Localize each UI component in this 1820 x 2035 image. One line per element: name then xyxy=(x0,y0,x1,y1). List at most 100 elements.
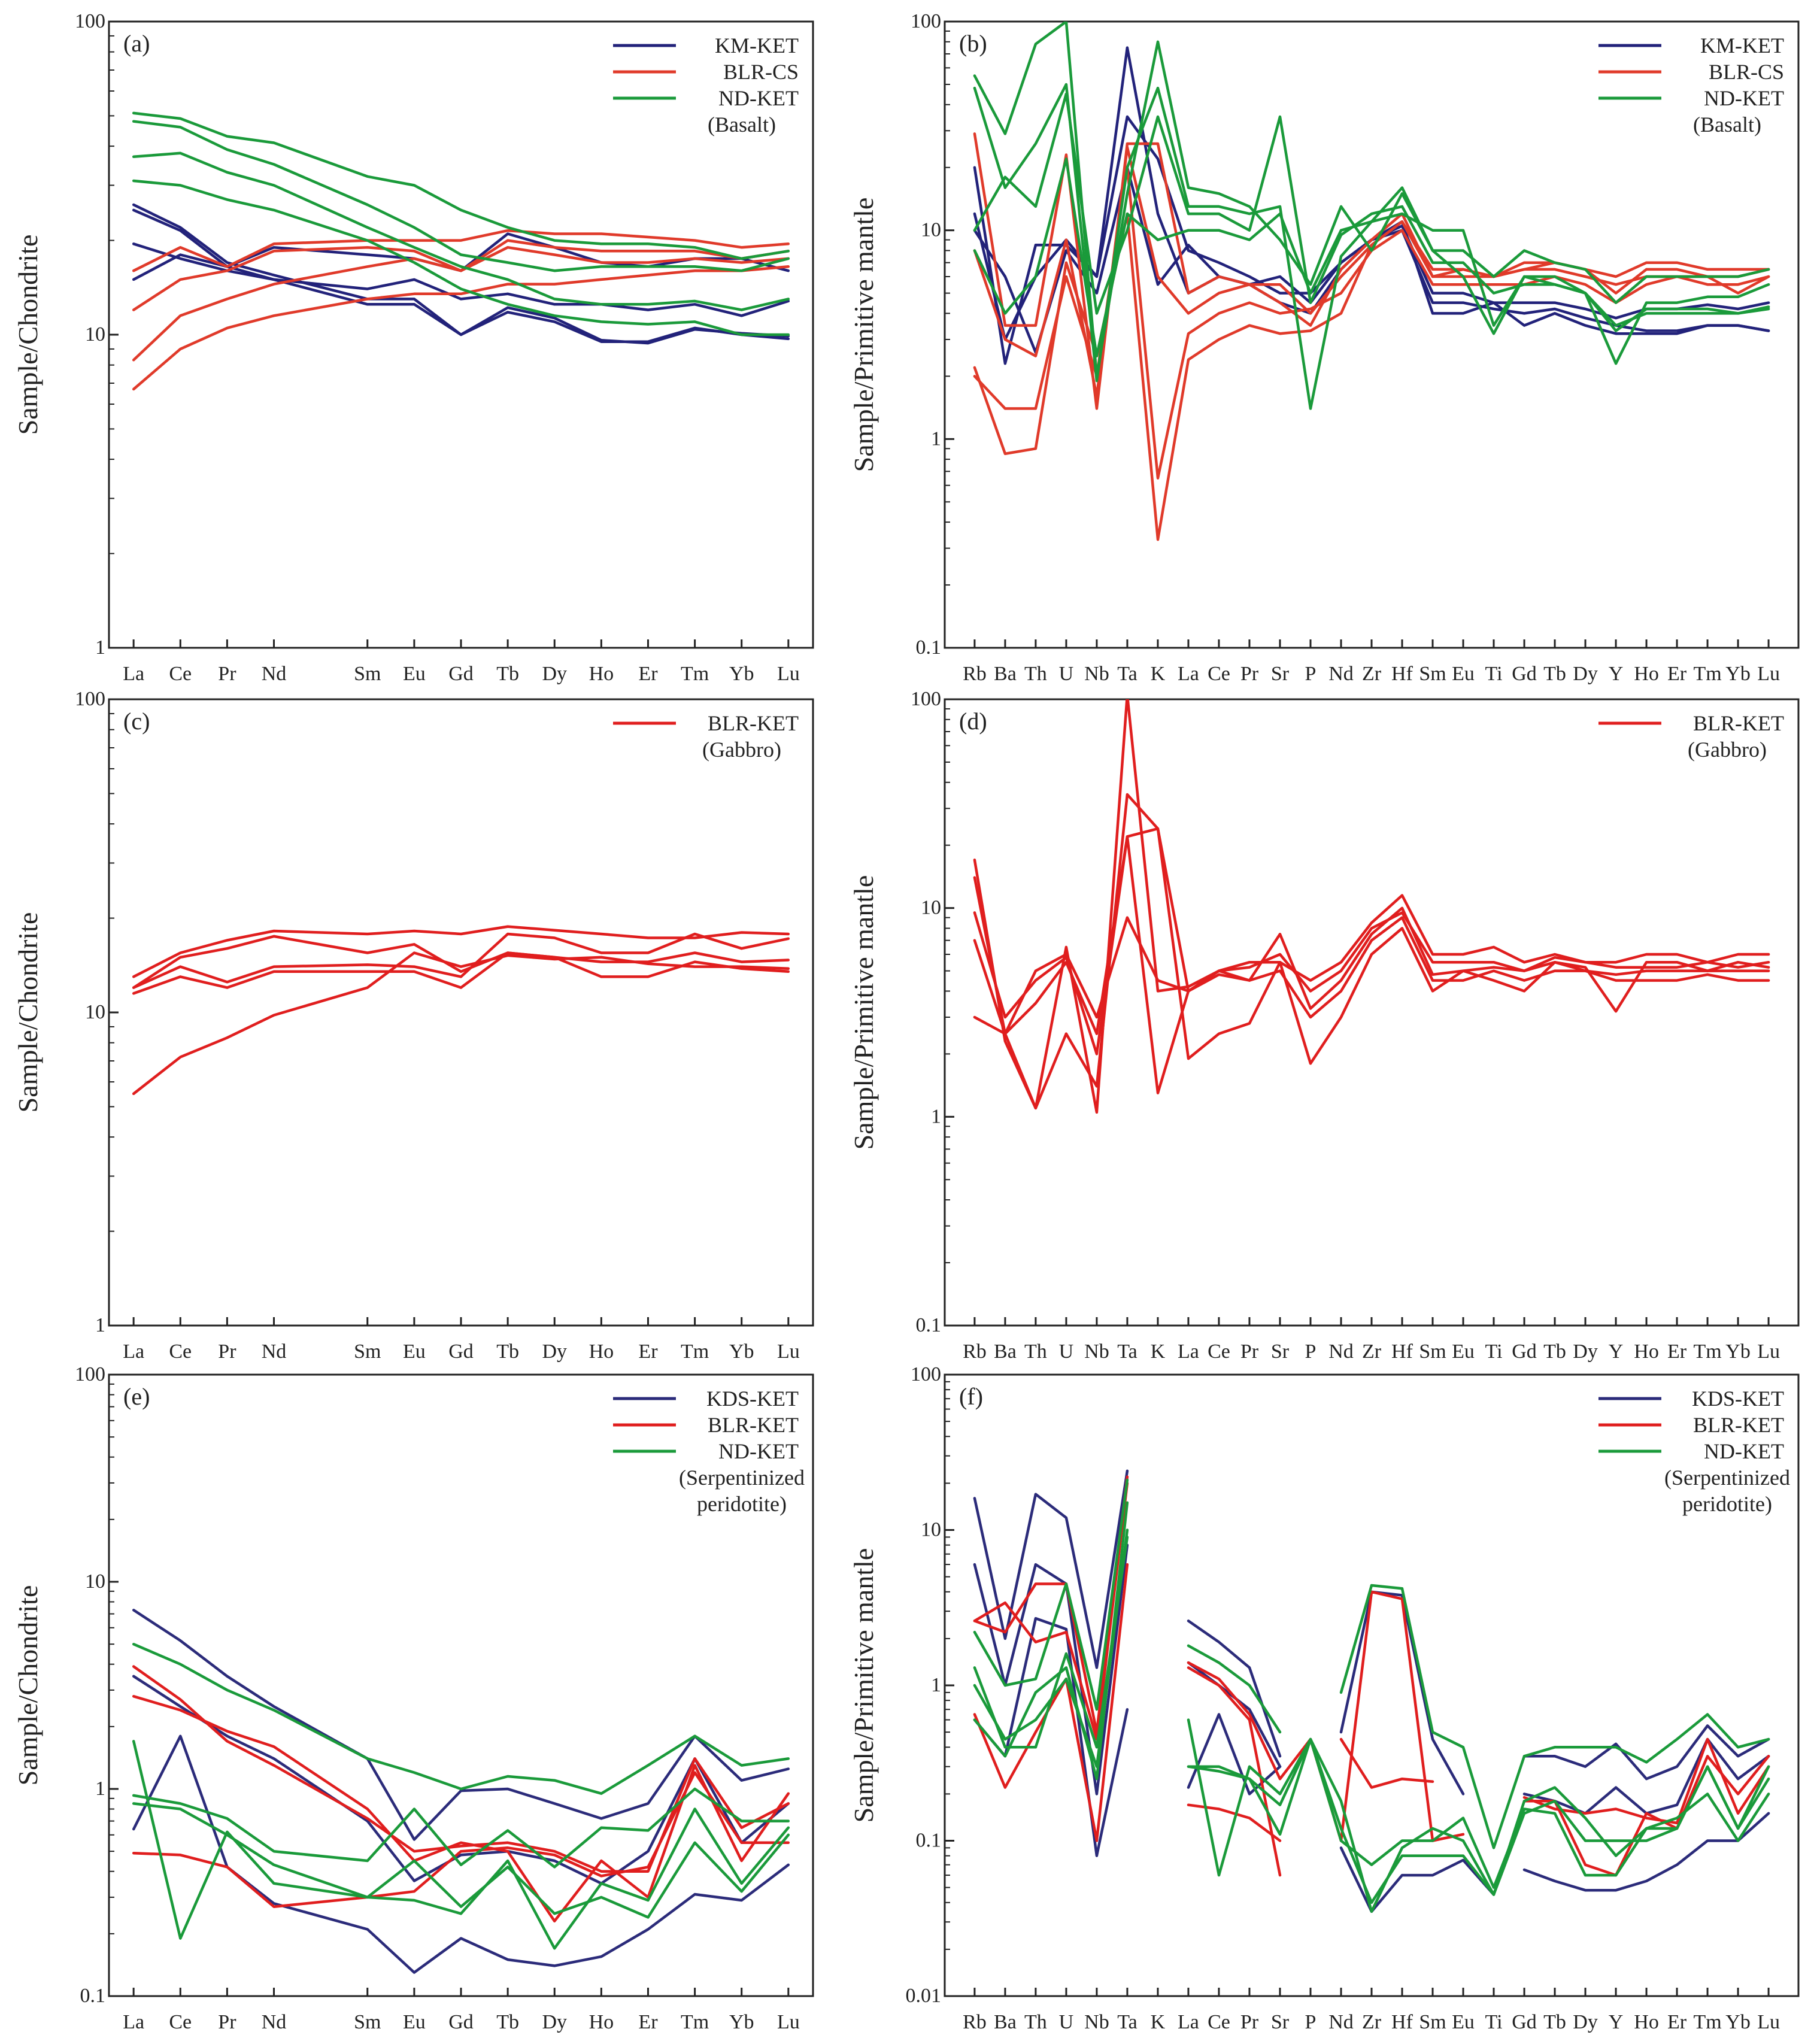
x-tick-label: P xyxy=(1305,1341,1317,1363)
y-tick-label: 100 xyxy=(911,1363,941,1385)
x-tick-label: Ta xyxy=(1117,2011,1138,2033)
series-line-blr-ket xyxy=(132,1695,790,1923)
series-group xyxy=(973,699,1770,1114)
panel-f: 100 10 1 0.1 0.01 Rb Ba Th U Nb Ta K La Ce Pr Sr P Nd Zr Hf… xyxy=(848,1363,1800,2033)
x-tick-label: Hf xyxy=(1391,663,1413,685)
x-tick-label: Hf xyxy=(1391,1341,1413,1363)
series-line-kds-ket xyxy=(132,1609,790,1841)
series-line-blr-ket xyxy=(1522,1737,1770,1825)
series-line-nd-ket xyxy=(973,22,1770,378)
series-line-kds-ket xyxy=(1339,1846,1496,1913)
x-tick-label: Ho xyxy=(1634,663,1659,685)
x-tick-label: K xyxy=(1151,1341,1166,1363)
y-tick-label: 10 xyxy=(921,219,941,241)
x-tick-label: Eu xyxy=(1452,663,1475,685)
x-tick-label: La xyxy=(123,2011,144,2033)
panel-tag: (f) xyxy=(959,1383,983,1410)
series-line-blr-ket xyxy=(132,951,790,995)
series-line-blr-ket xyxy=(132,925,790,978)
x-tick-label: U xyxy=(1059,1341,1074,1363)
x-tick-label: Th xyxy=(1024,2011,1047,2033)
x-tick-label: Eu xyxy=(1452,2011,1475,2033)
x-tick-label: Dy xyxy=(1573,663,1598,685)
legend-note: (Basalt) xyxy=(1693,113,1761,137)
x-tick-label: Lu xyxy=(1757,1341,1780,1363)
x-tick-label: Er xyxy=(638,1341,658,1363)
x-tick-label: Ce xyxy=(169,663,192,685)
series-line-blr-ket xyxy=(132,1771,790,1908)
x-tick-label: Pr xyxy=(218,663,236,685)
y-tick-label: 10 xyxy=(921,897,941,919)
x-tick-label: Tm xyxy=(681,1341,709,1363)
x-tick-label: Sr xyxy=(1271,1341,1290,1363)
y-axis-label: Sample/Chondrite xyxy=(13,912,43,1113)
x-tick-label: Eu xyxy=(1452,1341,1475,1363)
x-tick-label: Yb xyxy=(1725,2011,1751,2033)
x-tick-label: Sr xyxy=(1271,663,1290,685)
y-tick-label: 10 xyxy=(921,1519,941,1541)
legend: BLR-KET (Gabbro) xyxy=(1598,711,1784,762)
series-line-blr-ket xyxy=(132,951,790,1096)
series-line-nd-ket xyxy=(973,92,1770,332)
panel-b: 100 10 1 0.1 Rb Ba Th U Nb Ta K La Ce Pr Sr P Nd Zr Hf Sm Eu… xyxy=(848,10,1800,685)
x-tick-label: Nd xyxy=(1328,2011,1354,2033)
series-line-blr-cs xyxy=(132,239,790,311)
x-tick-label: La xyxy=(1178,1341,1199,1363)
x-tick-label: Sm xyxy=(1419,1341,1446,1363)
x-tick-label: Lu xyxy=(1757,663,1780,685)
x-tick-label: Gd xyxy=(448,1341,474,1363)
legend-note: (Serpentinized xyxy=(1664,1466,1790,1490)
x-tick-label: Er xyxy=(1667,1341,1687,1363)
series-line-kds-ket xyxy=(973,1469,1129,1669)
y-axis-label: Sample/Chondrite xyxy=(13,235,43,435)
series-line-kds-ket xyxy=(1187,1619,1282,1758)
x-tick-label: Y xyxy=(1609,663,1624,685)
x-tick-label: Nd xyxy=(262,663,287,685)
legend-label: ND-KET xyxy=(718,86,799,110)
x-tick-label: Tm xyxy=(1693,2011,1721,2033)
series-line-blr-cs xyxy=(132,229,790,272)
legend-label: KDS-KET xyxy=(1692,1387,1784,1411)
series-line-nd-ket xyxy=(973,1478,1129,1711)
x-tick-label: Sm xyxy=(1419,663,1446,685)
x-tick-label: Zr xyxy=(1362,663,1382,685)
x-tick-label: Nb xyxy=(1084,663,1109,685)
x-tick-label: Ce xyxy=(169,2011,192,2033)
x-tick-label: K xyxy=(1151,663,1166,685)
x-tick-label: Ce xyxy=(1208,2011,1230,2033)
x-tick-label: Tm xyxy=(1693,663,1721,685)
series-line-kds-ket xyxy=(1522,1724,1770,1781)
x-tick-label: Dy xyxy=(542,663,567,685)
legend-label: BLR-KET xyxy=(708,711,799,735)
x-tick-label: Er xyxy=(1667,2011,1687,2033)
series-line-blr-ket xyxy=(132,932,790,989)
series-line-blr-ket xyxy=(1187,1666,1282,1877)
legend-label: KM-KET xyxy=(1700,34,1784,57)
series-line-nd-ket xyxy=(132,151,790,311)
x-tick-label: Th xyxy=(1024,663,1047,685)
series-line-kds-ket xyxy=(973,1543,1129,1796)
x-tick-label: Sm xyxy=(354,663,381,685)
series-line-nd-ket xyxy=(132,111,790,260)
legend-label: ND-KET xyxy=(1704,1439,1784,1463)
panel-e: 100 10 1 0.1 La Ce Pr Nd Sm Eu Gd Tb Dy Ho Er Tm Yb Lu Sam… xyxy=(13,1363,814,2033)
legend-note: peridotite) xyxy=(1682,1492,1772,1516)
x-tick-label: Nd xyxy=(1328,1341,1354,1363)
x-tick-label: Er xyxy=(638,663,658,685)
plot-frame xyxy=(108,698,814,1327)
y-tick-label: 1 xyxy=(931,1674,941,1696)
y-tick-label: 100 xyxy=(911,688,941,710)
panel-tag: (d) xyxy=(959,708,987,735)
x-tick-label: Yb xyxy=(729,2011,754,2033)
y-axis-label: Sample/Chondrite xyxy=(13,1585,43,1786)
series-group xyxy=(973,22,1770,541)
y-tick-label: 0.1 xyxy=(916,1314,942,1336)
x-tick-label: Gd xyxy=(1512,663,1537,685)
x-tick-label: Nd xyxy=(262,1341,287,1363)
legend-label: ND-KET xyxy=(718,1439,799,1463)
x-tick-label: K xyxy=(1151,2011,1166,2033)
